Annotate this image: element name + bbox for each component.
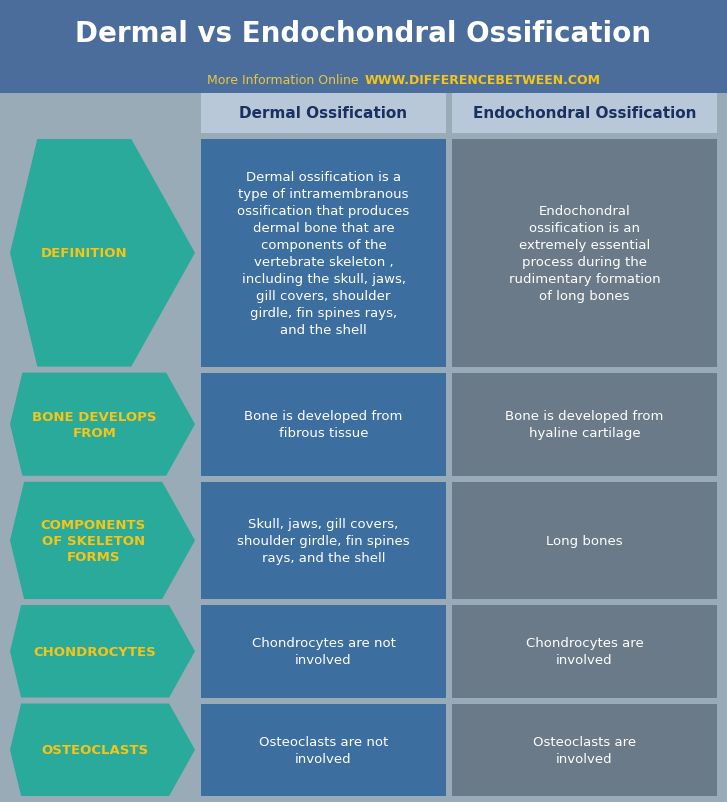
Text: Endochondral
ossification is an
extremely essential
process during the
rudimenta: Endochondral ossification is an extremel… [509, 205, 660, 302]
Text: Bone is developed from
hyaline cartilage: Bone is developed from hyaline cartilage [505, 410, 664, 439]
Bar [201, 703, 446, 796]
Polygon shape [10, 482, 195, 599]
Bar [0, 606, 727, 698]
Bar [201, 373, 446, 476]
Polygon shape [10, 140, 195, 367]
Text: Osteoclasts are
involved: Osteoclasts are involved [533, 735, 636, 765]
Text: Dermal ossification is a
type of intramembranous
ossification that produces
derm: Dermal ossification is a type of intrame… [238, 171, 409, 336]
Bar [0, 373, 727, 476]
Text: Long bones: Long bones [546, 534, 623, 547]
Bar [201, 482, 446, 599]
Polygon shape [10, 606, 195, 698]
Bar [452, 606, 717, 698]
Bar [0, 94, 201, 134]
Text: More Information Online: More Information Online [207, 75, 363, 87]
Bar [446, 94, 452, 134]
Text: CHONDROCYTES: CHONDROCYTES [33, 645, 156, 658]
Text: Osteoclasts are not
involved: Osteoclasts are not involved [259, 735, 388, 765]
Text: Endochondral Ossification: Endochondral Ossification [473, 107, 696, 121]
Text: Chondrocytes are
involved: Chondrocytes are involved [526, 637, 643, 666]
Text: Chondrocytes are not
involved: Chondrocytes are not involved [252, 637, 395, 666]
Text: Bone is developed from
fibrous tissue: Bone is developed from fibrous tissue [244, 410, 403, 439]
Bar [201, 140, 446, 367]
Bar [0, 482, 727, 599]
Text: Dermal vs Endochondral Ossification: Dermal vs Endochondral Ossification [75, 20, 651, 48]
Bar [452, 140, 717, 367]
Text: OSTEOCLASTS: OSTEOCLASTS [41, 743, 148, 756]
Bar [201, 606, 446, 698]
Bar [0, 703, 727, 796]
Bar [452, 94, 717, 134]
Text: DEFINITION: DEFINITION [41, 247, 128, 260]
Text: Dermal Ossification: Dermal Ossification [239, 107, 408, 121]
Bar [0, 140, 727, 367]
Bar [717, 94, 727, 134]
Bar [201, 94, 446, 134]
Text: Skull, jaws, gill covers,
shoulder girdle, fin spines
rays, and the shell: Skull, jaws, gill covers, shoulder girdl… [237, 517, 410, 564]
Bar [452, 482, 717, 599]
Polygon shape [10, 703, 195, 796]
Text: COMPONENTS
OF SKELETON
FORMS: COMPONENTS OF SKELETON FORMS [41, 518, 145, 563]
Bar [0, 68, 727, 94]
Bar [452, 373, 717, 476]
Bar [0, 0, 727, 68]
Bar [452, 703, 717, 796]
Text: WWW.DIFFERENCEBETWEEN.COM: WWW.DIFFERENCEBETWEEN.COM [365, 75, 601, 87]
Text: BONE DEVELOPS
FROM: BONE DEVELOPS FROM [32, 410, 156, 439]
Polygon shape [10, 373, 195, 476]
